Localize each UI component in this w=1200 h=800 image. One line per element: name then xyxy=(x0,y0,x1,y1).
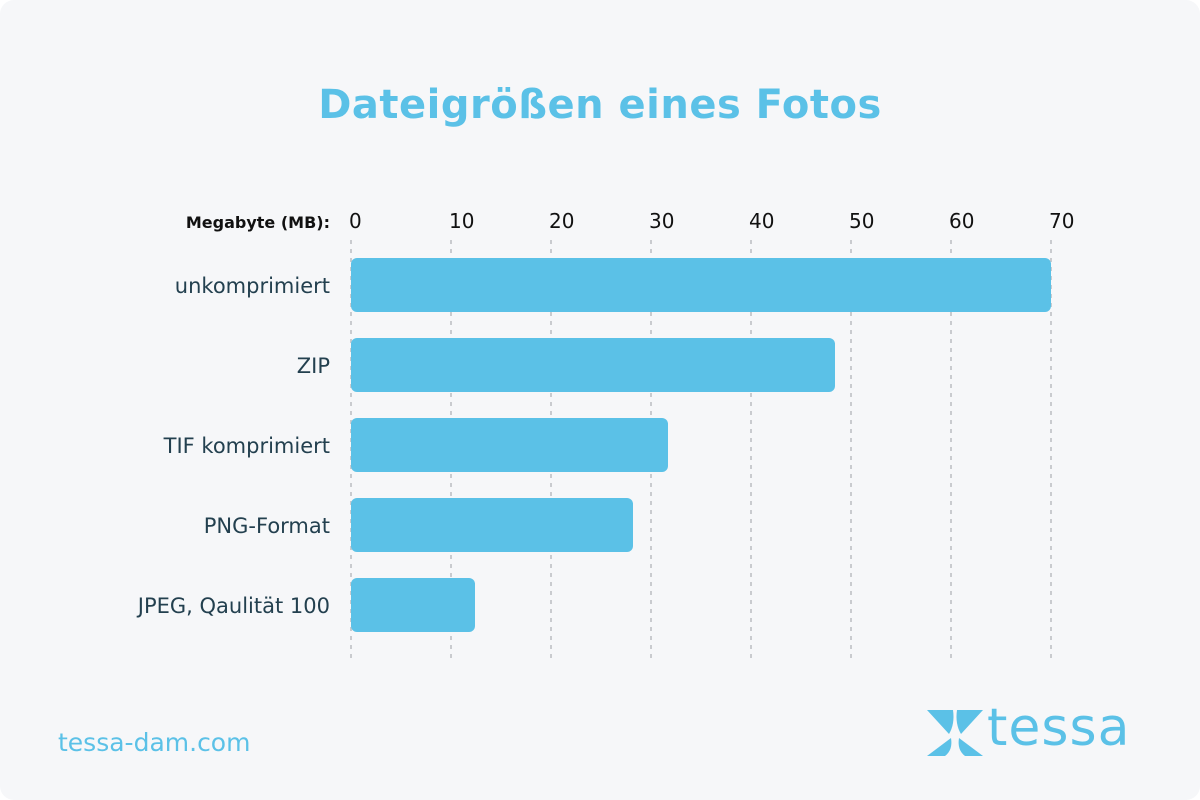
category-label: JPEG, Qaulität 100 xyxy=(136,594,330,618)
category-labels: unkomprimiert ZIP TIF komprimiert PNG-Forma… xyxy=(136,274,330,618)
x-tick-label: 70 xyxy=(1049,209,1074,233)
bar xyxy=(351,418,668,472)
x-tick-labels: 0 10 20 30 40 50 60 70 xyxy=(349,209,1074,233)
bar xyxy=(351,258,1051,312)
bar xyxy=(351,498,633,552)
x-tick-label: 60 xyxy=(949,209,974,233)
x-tick-label: 50 xyxy=(849,209,874,233)
butterfly-icon xyxy=(927,710,983,756)
x-tick-label: 40 xyxy=(749,209,774,233)
category-label: ZIP xyxy=(297,354,330,378)
logo-text: tessa xyxy=(987,698,1131,758)
x-tick-label: 0 xyxy=(349,209,362,233)
x-tick-label: 30 xyxy=(649,209,674,233)
x-tick-label: 10 xyxy=(449,209,474,233)
category-label: PNG-Format xyxy=(204,514,330,538)
bars xyxy=(351,258,1051,632)
bar xyxy=(351,338,835,392)
x-tick-label: 20 xyxy=(549,209,574,233)
chart-title: Dateigrößen eines Fotos xyxy=(318,82,882,128)
tessa-logo: tessa xyxy=(925,698,1155,766)
footer-url[interactable]: tessa-dam.com xyxy=(58,728,251,757)
category-label: unkomprimiert xyxy=(175,274,330,298)
x-axis-label: Megabyte (MB): xyxy=(186,213,330,232)
bar xyxy=(351,578,475,632)
category-label: TIF komprimiert xyxy=(163,434,330,458)
